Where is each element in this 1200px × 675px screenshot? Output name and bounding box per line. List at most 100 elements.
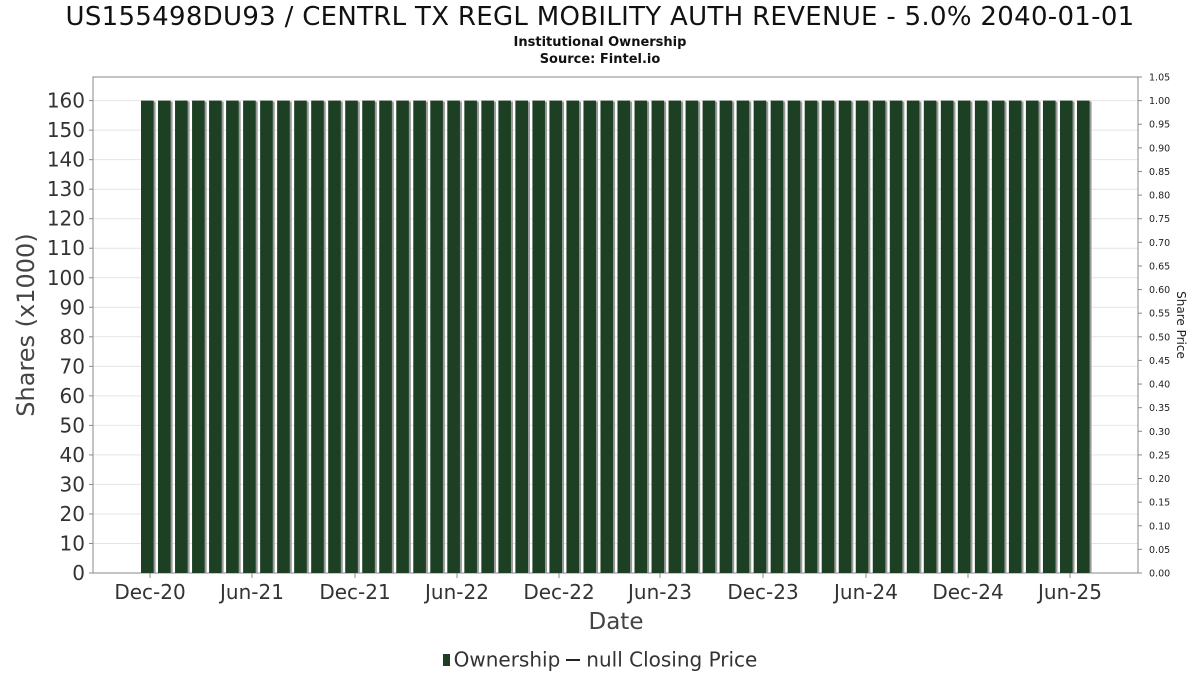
y-tick-label: 50 xyxy=(60,413,85,437)
ownership-bar xyxy=(736,100,750,573)
x-tick-label: Dec-24 xyxy=(932,580,1003,604)
y2-tick-label: 0.80 xyxy=(1149,191,1170,202)
x-tick-label: Dec-22 xyxy=(523,580,594,604)
closing-price-legend-swatch xyxy=(566,658,581,661)
ownership-bar xyxy=(991,100,1005,573)
chart-source: Source: Fintel.io xyxy=(539,52,661,67)
ownership-bar xyxy=(260,100,273,573)
y2-tick-label: 0.00 xyxy=(1149,569,1170,580)
y2-tick-label: 0.20 xyxy=(1149,474,1170,485)
ownership-bar xyxy=(753,100,767,573)
y2-tick-label: 0.85 xyxy=(1149,167,1170,178)
x-tick-label: Dec-20 xyxy=(114,580,185,604)
y2-tick-label: 0.40 xyxy=(1149,380,1170,391)
y-tick-label: 160 xyxy=(47,89,85,113)
ownership-bar xyxy=(957,100,971,573)
x-tick-label: Dec-21 xyxy=(319,580,390,604)
ownership-bar xyxy=(770,100,784,573)
x-tick-label: Jun-22 xyxy=(423,580,489,604)
y-tick-label: 80 xyxy=(60,325,85,349)
y-tick-label: 10 xyxy=(60,531,85,555)
y2-tick-label: 0.70 xyxy=(1149,238,1170,249)
ownership-bar xyxy=(226,100,239,573)
ownership-bar xyxy=(719,100,733,573)
y2-tick-label: 0.60 xyxy=(1149,285,1170,296)
y-tick-label: 120 xyxy=(47,207,85,231)
ownership-bar xyxy=(600,100,614,573)
ownership-bar xyxy=(583,100,597,573)
ownership-bar xyxy=(821,100,835,573)
y-tick-label: 0 xyxy=(72,561,85,585)
ownership-bar xyxy=(379,100,392,573)
y2-tick-label: 0.55 xyxy=(1149,309,1170,320)
ownership-bar xyxy=(464,100,477,573)
ownership-bar xyxy=(617,100,631,573)
y-tick-label: 60 xyxy=(60,384,85,408)
y2-tick-label: 0.75 xyxy=(1149,214,1170,225)
y-tick-label: 150 xyxy=(47,118,85,142)
x-tick-label: Jun-24 xyxy=(832,580,898,604)
y2-tick-label: 0.10 xyxy=(1149,521,1170,532)
ownership-legend-swatch xyxy=(442,653,450,666)
y2-tick-label: 0.15 xyxy=(1149,498,1170,509)
y2-tick-label: 0.65 xyxy=(1149,261,1170,272)
y2-tick-label: 0.45 xyxy=(1149,356,1170,367)
ownership-bar xyxy=(328,100,341,573)
x-tick-label: Jun-21 xyxy=(218,580,284,604)
ownership-bar xyxy=(277,100,290,573)
x-tick-label: Jun-25 xyxy=(1036,580,1102,604)
ownership-bar xyxy=(651,100,665,573)
y2-tick-label: 0.50 xyxy=(1149,332,1170,343)
ownership-bar xyxy=(481,100,494,573)
ownership-bar xyxy=(923,100,937,573)
ownership-bar xyxy=(158,100,171,573)
ownership-bar xyxy=(634,100,648,573)
ownership-bar xyxy=(787,100,801,573)
y2-axis-title: Share Price xyxy=(1174,291,1188,359)
x-tick-label: Dec-23 xyxy=(727,580,798,604)
ownership-bar xyxy=(413,100,426,573)
legend-closing-price-label: null Closing Price xyxy=(586,647,758,672)
plot-frame xyxy=(92,76,1139,574)
y-tick-label: 70 xyxy=(60,354,85,378)
ownership-bar xyxy=(311,100,324,573)
ownership-bar xyxy=(940,100,954,573)
legend-ownership-label: Ownership xyxy=(453,647,561,672)
ownership-bar xyxy=(532,100,546,573)
ownership-bar xyxy=(396,100,409,573)
y-tick-label: 130 xyxy=(47,177,85,201)
y2-tick-label: 1.00 xyxy=(1149,96,1170,107)
chart-title: US155498DU93 / CENTRL TX REGL MOBILITY A… xyxy=(65,2,1135,32)
ownership-bar xyxy=(838,100,852,573)
ownership-bar xyxy=(1042,100,1056,573)
y-tick-label: 20 xyxy=(60,502,85,526)
ownership-bar xyxy=(294,100,307,573)
y2-tick-label: 0.90 xyxy=(1149,143,1170,154)
ownership-bar xyxy=(889,100,903,573)
ownership-bar xyxy=(668,100,682,573)
y2-tick-label: 0.25 xyxy=(1149,450,1170,461)
ownership-bar xyxy=(1059,100,1073,573)
ownership-bar xyxy=(566,100,580,573)
ownership-bar xyxy=(345,100,358,573)
y2-tick-label: 1.05 xyxy=(1149,73,1170,84)
ownership-bar xyxy=(702,100,716,573)
y2-tick-label: 0.95 xyxy=(1149,120,1170,131)
y-tick-label: 40 xyxy=(60,443,85,467)
ownership-bar xyxy=(685,100,699,573)
y-tick-label: 140 xyxy=(47,148,85,172)
ownership-bar xyxy=(855,100,869,573)
ownership-bar xyxy=(175,100,188,573)
ownership-bar xyxy=(872,100,886,573)
ownership-bar xyxy=(906,100,920,573)
ownership-bar xyxy=(192,100,205,573)
y2-tick-label: 0.30 xyxy=(1149,427,1170,438)
x-axis-title: Date xyxy=(589,609,644,635)
y2-tick-label: 0.35 xyxy=(1149,403,1170,414)
ownership-bar xyxy=(974,100,988,573)
ownership-bar xyxy=(1076,100,1090,573)
chart-legend: Ownership null Closing Price xyxy=(0,646,1200,672)
y-tick-label: 110 xyxy=(47,236,85,260)
ownership-bar xyxy=(804,100,818,573)
